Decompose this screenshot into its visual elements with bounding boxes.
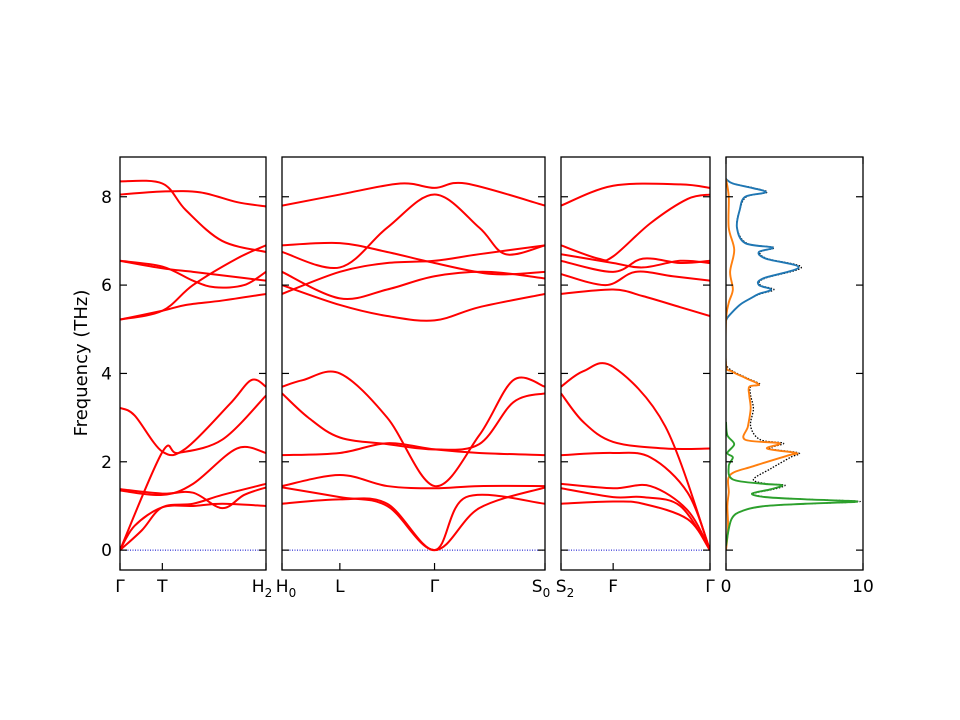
dos-x-tick-label-1: 10 [852, 577, 874, 597]
band-line-9 [282, 270, 545, 300]
band-line-7 [561, 270, 710, 287]
y-tick-label-0: 0 [101, 541, 112, 561]
y-tick-label-2: 4 [101, 364, 112, 384]
band-line-4 [282, 474, 545, 490]
x-tick-label-2-2: Γ [705, 577, 715, 597]
panel-frame [119, 156, 267, 571]
band-line-8 [561, 288, 710, 317]
band-line-4 [120, 502, 266, 551]
x-tick-label-2-0: S2 [556, 577, 574, 600]
dos-curve-2 [726, 178, 800, 321]
band-line-10 [561, 193, 710, 262]
band-line-11 [561, 257, 710, 273]
band-line-11 [282, 241, 545, 276]
panel-frame [281, 156, 546, 571]
x-tick-label-0-1: T [156, 577, 168, 597]
y-axis-title: Frequency (THz) [71, 290, 92, 437]
y-tick-label-4: 8 [101, 188, 112, 208]
band-line-6 [282, 493, 545, 552]
dos-curves [726, 178, 861, 551]
bands-group [282, 181, 545, 552]
dos-curve-3 [726, 178, 799, 551]
dos-curve-4 [726, 421, 859, 546]
band-line-11 [120, 190, 266, 208]
bands-group [120, 179, 266, 551]
x-tick-label-0-0: Γ [115, 577, 125, 597]
x-tick-label-1-1: L [335, 577, 345, 597]
band-line-5 [561, 487, 710, 551]
band-line-4 [561, 482, 710, 551]
band-line-7 [282, 244, 545, 295]
band-line-6 [561, 500, 710, 551]
band-line-3 [120, 445, 266, 497]
dos-panel: 0 10 [721, 156, 874, 597]
dos-curve-1 [726, 178, 861, 546]
band-line-10 [282, 193, 545, 270]
x-tick-label-1-2: Γ [430, 577, 440, 597]
x-tick-label-2-1: F [608, 577, 618, 597]
band-line-12 [120, 179, 266, 253]
bands-group [561, 182, 710, 551]
band-line-2 [120, 378, 266, 457]
band-panel-3: S2 F Γ [556, 156, 715, 600]
y-tick-label-1: 2 [101, 453, 112, 473]
band-line-8 [282, 284, 545, 322]
band-line-9 [120, 259, 266, 282]
x-tick-label-0-2: H2 [252, 577, 272, 600]
band-panel-2: H0 L Γ S0 [276, 156, 550, 600]
band-line-8 [120, 292, 266, 321]
band-line-7 [120, 244, 266, 321]
band-panel-1: Γ T H2 0 2 4 6 8 [101, 156, 272, 600]
dos-frame [725, 156, 864, 571]
band-line-3 [282, 442, 545, 457]
band-line-2 [561, 392, 710, 451]
band-line-6 [120, 486, 266, 510]
band-line-5 [120, 482, 266, 551]
band-line-2 [282, 392, 545, 451]
dos-x-tick-label-0: 0 [721, 577, 732, 597]
panel-frame [560, 156, 711, 571]
band-line-9 [561, 253, 710, 269]
band-line-3 [561, 451, 710, 551]
band-line-1 [561, 362, 710, 551]
band-line-1 [282, 370, 545, 488]
x-tick-label-1-3: S0 [532, 577, 550, 600]
band-line-1 [120, 394, 266, 551]
x-tick-label-1-0: H0 [276, 577, 296, 600]
y-tick-label-3: 6 [101, 276, 112, 296]
band-line-12 [282, 181, 545, 207]
band-line-10 [120, 259, 266, 289]
band-line-12 [561, 182, 710, 207]
